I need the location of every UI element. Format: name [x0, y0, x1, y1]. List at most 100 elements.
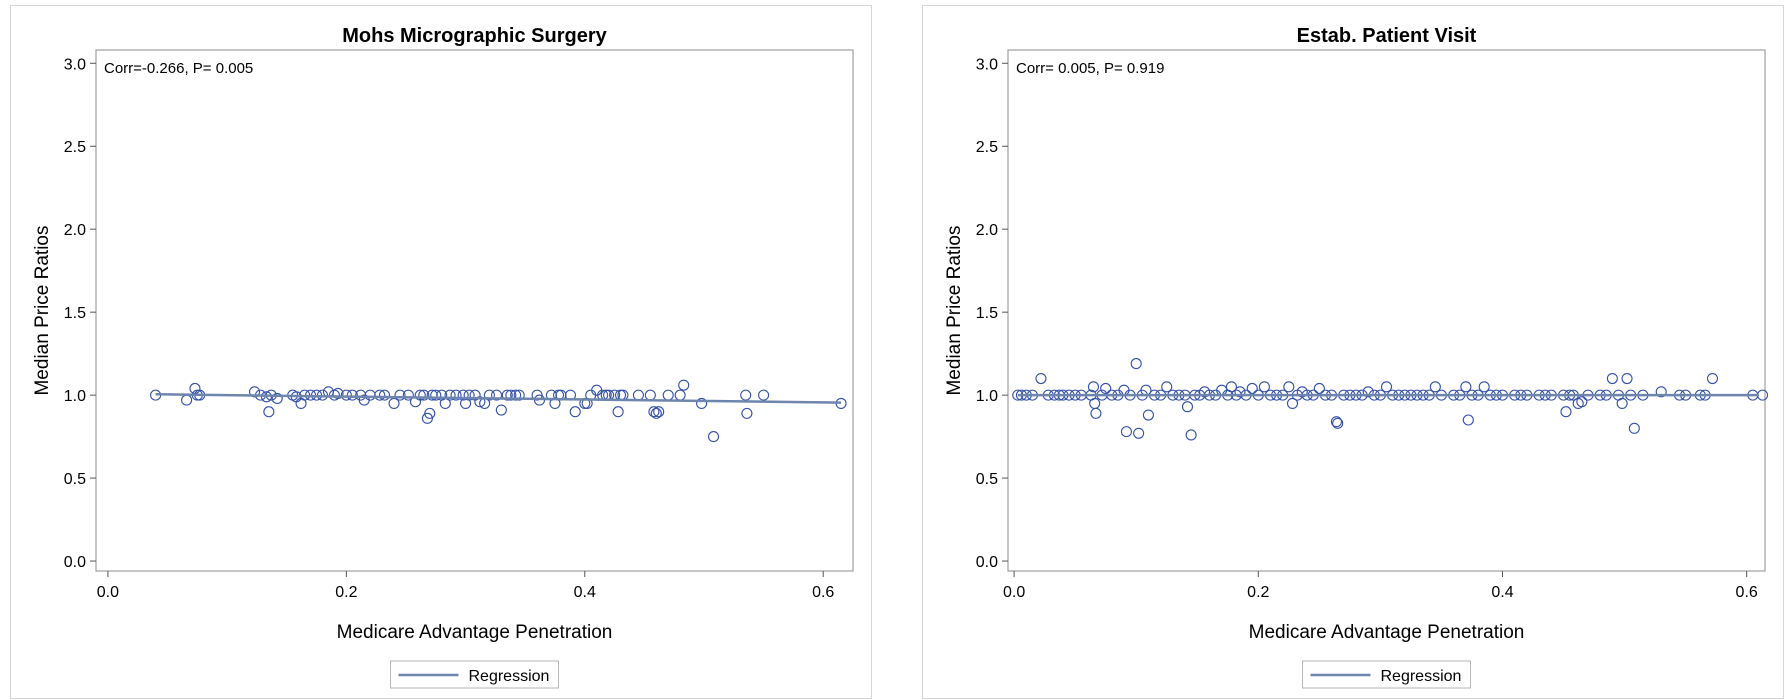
y-axis-label: Median Price Ratios: [32, 225, 53, 395]
data-point: [612, 406, 624, 418]
y-axis-label: Median Price Ratios: [944, 225, 965, 395]
data-point: [1118, 384, 1130, 396]
data-point: [374, 389, 386, 401]
data-point: [463, 389, 475, 401]
data-point: [510, 389, 522, 401]
data-point: [263, 406, 275, 418]
x-tick-label: 0.6: [812, 584, 834, 601]
data-point: [1706, 372, 1719, 385]
data-point: [491, 389, 503, 401]
data-point: [340, 389, 352, 401]
data-point: [1100, 382, 1112, 395]
data-point: [1089, 397, 1101, 409]
data-point: [249, 386, 261, 398]
data-point: [644, 389, 656, 401]
x-tick-label: 0.4: [574, 584, 596, 601]
data-point: [1616, 397, 1628, 409]
data-point: [332, 387, 344, 400]
data-point: [495, 404, 507, 416]
data-point: [1757, 389, 1769, 401]
y-tick-label: 3.0: [64, 56, 86, 73]
data-point: [418, 389, 430, 401]
plot-frame: [1007, 49, 1766, 572]
y-tick-label: 2.0: [64, 222, 86, 239]
y-tick-label: 0.0: [976, 554, 998, 571]
data-point: [1380, 381, 1393, 393]
data-point: [696, 397, 708, 409]
data-point: [1429, 381, 1441, 393]
data-point: [740, 389, 752, 401]
x-tick-label: 0.0: [1003, 584, 1025, 601]
data-point: [414, 389, 426, 401]
data-point: [1362, 386, 1374, 398]
data-point: [271, 392, 283, 404]
data-point: [1655, 386, 1667, 398]
y-tick-label: 2.0: [976, 222, 998, 239]
data-point: [1133, 427, 1145, 439]
data-point: [678, 379, 690, 391]
chart-panel-mohs: Mohs Micrographic Surgery 0.0 0.5 1.0 1.5 2.0…: [10, 5, 872, 699]
data-point: [424, 407, 436, 419]
data-point: [1234, 386, 1246, 398]
data-point: [707, 431, 720, 443]
data-point: [674, 389, 686, 401]
data-point: [513, 389, 525, 401]
data-point: [614, 389, 627, 401]
data-point: [569, 406, 581, 418]
data-point: [1478, 381, 1490, 393]
data-point: [1216, 384, 1228, 396]
data-point: [650, 407, 662, 419]
data-point: [394, 389, 406, 401]
data-point: [1332, 417, 1344, 429]
regression-line: [155, 393, 842, 404]
data-point: [1628, 422, 1640, 434]
y-tick-label: 0.5: [976, 471, 998, 488]
data-point: [483, 389, 495, 401]
data-point: [1576, 396, 1588, 408]
data-point: [189, 382, 201, 395]
correlation-annotation: Corr=-0.266, P= 0.005: [104, 60, 253, 77]
data-point: [1258, 381, 1270, 393]
data-point: [1090, 407, 1102, 419]
data-point: [1460, 381, 1472, 393]
x-tick-label: 0.2: [335, 584, 357, 601]
y-tick-label: 0.0: [64, 554, 86, 571]
data-point: [501, 389, 513, 401]
data-point: [444, 389, 456, 401]
data-point: [662, 389, 674, 401]
scatter-plot-mohs: Mohs Micrographic Surgery 0.0 0.5 1.0 1.5 2.0…: [32, 25, 854, 689]
x-tick-label: 0.2: [1247, 584, 1269, 601]
data-point: [632, 389, 644, 401]
y-tick-label: 2.5: [976, 139, 998, 156]
data-point: [653, 406, 665, 418]
x-axis-label: Medicare Advantage Penetration: [1249, 622, 1525, 643]
data-point: [1621, 372, 1633, 385]
data-point: [402, 389, 414, 401]
plot-frame: [95, 49, 854, 572]
data-point: [1283, 381, 1295, 393]
data-point: [1313, 382, 1325, 395]
data-point: [181, 394, 193, 406]
data-point: [1087, 381, 1100, 393]
chart-panel-estab: Estab. Patient Visit 0.0 0.5 1.0 1.5 2.0 2.5 3.…: [922, 5, 1784, 699]
y-tick-label: 0.5: [64, 471, 86, 488]
y-tick-label: 2.5: [64, 139, 86, 156]
data-point: [1330, 416, 1342, 428]
data-point: [457, 389, 469, 401]
legend-regression-label: Regression: [1381, 668, 1462, 685]
data-point: [1286, 397, 1299, 409]
data-point: [1035, 372, 1047, 385]
data-point: [1130, 358, 1142, 370]
data-point: [346, 389, 358, 401]
data-point: [1225, 381, 1237, 393]
legend-regression-label: Regression: [469, 668, 550, 685]
data-point: [1560, 406, 1572, 418]
data-point: [1462, 414, 1474, 426]
data-point: [364, 389, 376, 401]
data-point: [1185, 429, 1197, 441]
data-point: [421, 412, 433, 424]
y-tick-label: 1.5: [976, 305, 998, 322]
data-point: [1606, 372, 1618, 385]
data-point: [450, 389, 462, 401]
data-point: [591, 384, 603, 396]
